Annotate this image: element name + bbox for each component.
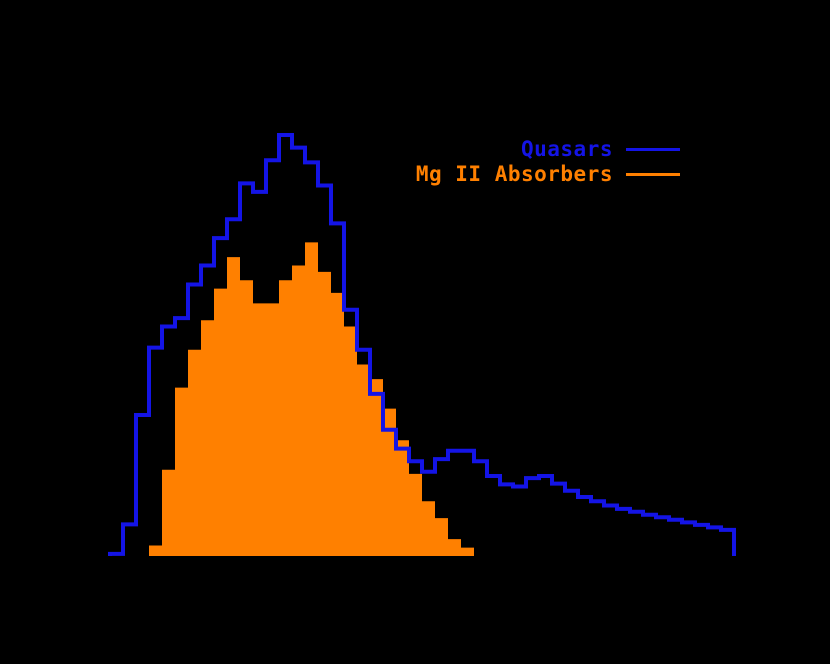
legend-swatch-quasars-line	[626, 147, 680, 151]
legend-label-quasars: Quasars	[520, 137, 613, 161]
legend-label-mg-ii-absorbers: Mg II Absorbers	[415, 162, 613, 186]
legend-entry-quasars[interactable]: Quasars	[300, 137, 680, 161]
legend-entry-mg-ii-absorbers[interactable]: Mg II Absorbers	[300, 162, 680, 186]
series-quasars-step-line	[108, 133, 736, 556]
series-mg-ii-absorbers-area	[149, 242, 474, 557]
legend-swatch-mg-ii-absorbers-line	[626, 172, 680, 176]
